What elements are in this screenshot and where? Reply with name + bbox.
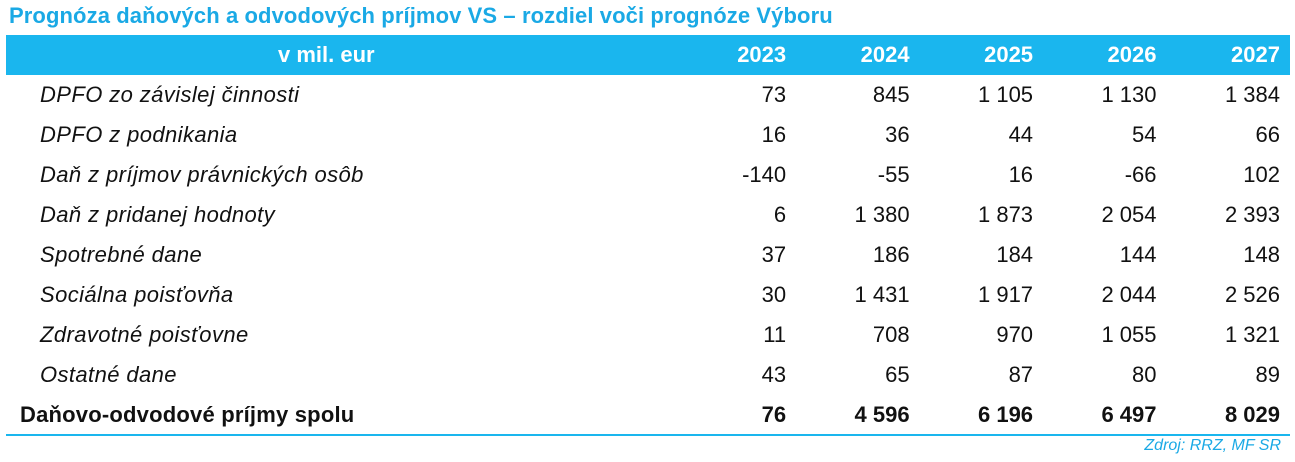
row-label: Zdravotné poisťovne <box>40 322 249 347</box>
table-cell: 2 526 <box>1224 282 1280 307</box>
year-header-2024: 2024 <box>860 42 910 67</box>
table-cell: 1 105 <box>977 82 1034 107</box>
year-header-2026: 2026 <box>1107 42 1157 67</box>
table-cell: 11 <box>763 322 787 347</box>
table-cell: 1 917 <box>977 282 1034 307</box>
table-cell: 1 321 <box>1224 322 1280 347</box>
total-cell: 6 497 <box>1043 395 1167 436</box>
table-row: Spotrebné dane 37 186 184 144 148 <box>6 235 1290 275</box>
table-cell: 1 384 <box>1224 82 1280 107</box>
table-cell: 708 <box>872 322 910 347</box>
table-row: Daň z príjmov právnických osôb -140 -55 … <box>6 155 1290 195</box>
table-title: Prognóza daňových a odvodových príjmov V… <box>9 3 833 28</box>
total-label: Daňovo-odvodové príjmy spolu <box>6 395 710 436</box>
row-label: DPFO z podnikania <box>40 122 238 147</box>
table-cell: 73 <box>761 82 787 107</box>
row-label: Sociálna poisťovňa <box>40 282 234 307</box>
table-cell: 16 <box>1008 162 1034 187</box>
table-cell: 36 <box>885 122 910 147</box>
row-label: Ostatné dane <box>40 362 177 387</box>
row-label: Daň z príjmov právnických osôb <box>40 162 364 187</box>
table-cell: 184 <box>996 242 1034 267</box>
table-row: DPFO z podnikania 16 36 44 54 66 <box>6 115 1290 155</box>
table-cell: 144 <box>1119 242 1157 267</box>
revenue-forecast-table: v mil. eur 2023 2024 2025 2026 2027 DPFO… <box>6 35 1290 436</box>
table-cell: 2 044 <box>1101 282 1157 307</box>
table-cell: 148 <box>1243 242 1280 267</box>
unit-header: v mil. eur <box>278 42 375 67</box>
row-label: Spotrebné dane <box>40 242 203 267</box>
table-cell: 30 <box>761 282 787 307</box>
year-header-2027: 2027 <box>1231 42 1280 67</box>
table-cell: 65 <box>885 362 910 387</box>
table-cell: 1 873 <box>977 202 1034 227</box>
table-cell: 37 <box>761 242 787 267</box>
table-cell: 186 <box>872 242 910 267</box>
table-cell: 1 055 <box>1101 322 1157 347</box>
year-header-2025: 2025 <box>984 42 1034 67</box>
table-row: Zdravotné poisťovne 11 708 970 1 055 1 3… <box>6 315 1290 355</box>
table-cell: 102 <box>1243 162 1280 187</box>
total-row: Daňovo-odvodové príjmy spolu 76 4 596 6 … <box>6 395 1290 436</box>
table-row: Ostatné dane 43 65 87 80 89 <box>6 355 1290 395</box>
table-row: Sociálna poisťovňa 30 1 431 1 917 2 044 … <box>6 275 1290 315</box>
table-cell: 970 <box>996 322 1034 347</box>
table-cell: 1 431 <box>854 282 910 307</box>
table-cell: 43 <box>761 362 787 387</box>
total-cell: 6 196 <box>919 395 1044 436</box>
total-cell: 4 596 <box>796 395 920 436</box>
table-header-row: v mil. eur 2023 2024 2025 2026 2027 <box>6 35 1290 75</box>
table-cell: -140 <box>742 162 787 187</box>
row-label: Daň z pridanej hodnoty <box>40 202 276 227</box>
total-cell: 8 029 <box>1166 395 1290 436</box>
table-cell: 1 380 <box>854 202 910 227</box>
table-cell: 1 130 <box>1101 82 1157 107</box>
row-label: DPFO zo závislej činnosti <box>40 82 300 107</box>
table-cell: 66 <box>1255 122 1280 147</box>
table-cell: 87 <box>1008 362 1034 387</box>
table-cell: 16 <box>761 122 787 147</box>
table-cell: 89 <box>1255 362 1280 387</box>
table-cell: 845 <box>872 82 910 107</box>
table-cell: 80 <box>1132 362 1157 387</box>
table-cell: -55 <box>877 162 910 187</box>
table-cell: 2 393 <box>1224 202 1280 227</box>
table-cell: 54 <box>1132 122 1157 147</box>
year-header-2023: 2023 <box>737 42 787 67</box>
table-cell: -66 <box>1124 162 1157 187</box>
total-cell: 76 <box>709 395 797 436</box>
table-cell: 6 <box>773 202 787 227</box>
source-note: Zdroj: RRZ, MF SR <box>1144 437 1281 454</box>
table-row: DPFO zo závislej činnosti 73 845 1 105 1… <box>6 75 1290 115</box>
table-cell: 44 <box>1008 122 1034 147</box>
table-cell: 2 054 <box>1101 202 1157 227</box>
table-row: Daň z pridanej hodnoty 6 1 380 1 873 2 0… <box>6 195 1290 235</box>
